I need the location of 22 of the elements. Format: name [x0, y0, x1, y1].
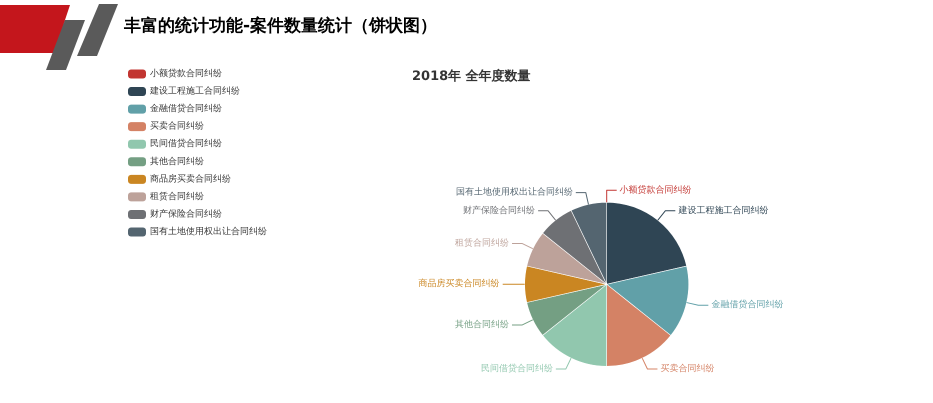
slice-label: 租赁合同纠纷 — [455, 238, 510, 248]
chart-title: 丰富的统计功能-案件数量统计（饼状图） — [124, 16, 438, 36]
slice-label: 建设工程施工合同纠纷 — [678, 206, 768, 216]
slice-label: 国有土地使用权出让合同纠纷 — [456, 188, 573, 198]
legend-label: 商品房买卖合同纠纷 — [150, 174, 231, 184]
slice-label: 财产保险合同纠纷 — [463, 206, 536, 216]
chart-subtitle: 2018年 全年度数量 — [412, 69, 531, 84]
legend-label: 其他合同纠纷 — [150, 156, 204, 167]
slice-label: 商品房买卖合同纠纷 — [418, 279, 500, 290]
slice-label: 金融借贷合同纠纷 — [711, 300, 784, 310]
legend-label: 金融借贷合同纠纷 — [150, 104, 222, 114]
legend-label: 建设工程施工合同纠纷 — [150, 86, 240, 97]
slice-label: 民间借贷合同纠纷 — [480, 364, 553, 374]
legend-label: 国有土地使用权出让合同纠纷 — [150, 227, 267, 238]
slice-label: 买卖合同纠纷 — [660, 364, 714, 374]
slice-label: 小额贷款合同纠纷 — [620, 185, 692, 196]
legend-label: 民间借贷合同纠纷 — [150, 139, 222, 150]
legend-label: 买卖合同纠纷 — [150, 122, 204, 132]
legend-label: 财产保险合同纠纷 — [150, 209, 222, 220]
slice-label: 其他合同纠纷 — [454, 320, 509, 330]
legend-label: 租赁合同纠纷 — [150, 192, 204, 202]
legend-label: 小额贷款合同纠纷 — [150, 69, 222, 79]
